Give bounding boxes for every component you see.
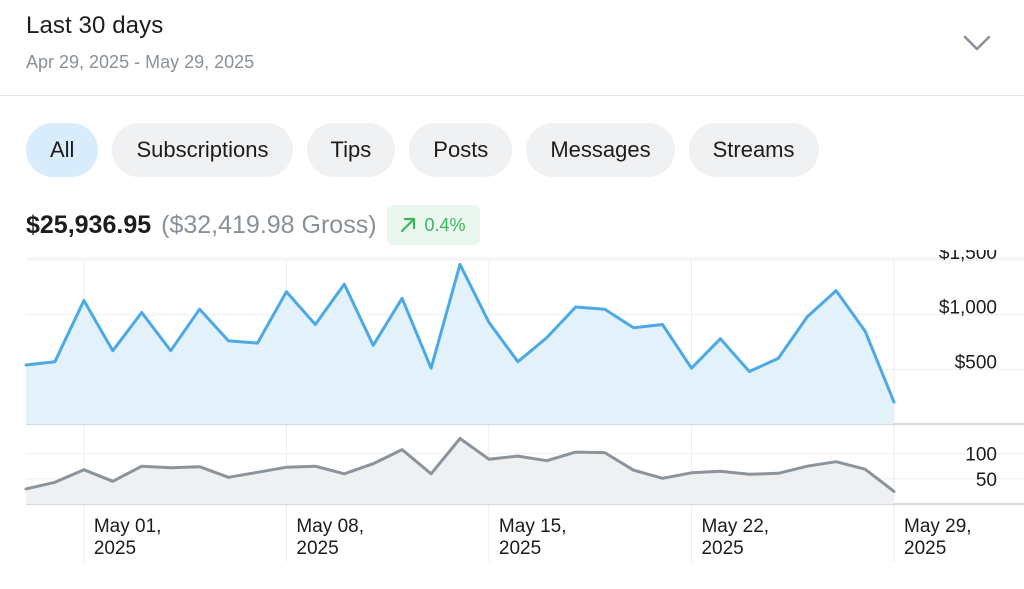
x-tick-label: May 15, xyxy=(499,516,567,537)
filter-chip-streams[interactable]: Streams xyxy=(688,123,819,177)
filter-chip-posts[interactable]: Posts xyxy=(409,123,513,177)
count-area xyxy=(26,438,894,504)
x-tick-label: 2025 xyxy=(296,538,338,559)
earnings-area xyxy=(26,264,894,424)
earnings-summary: $25,936.95 ($32,419.98 Gross) 0.4% xyxy=(26,205,480,245)
gross-total: ($32,419.98 Gross) xyxy=(161,210,377,239)
change-value: 0.4% xyxy=(424,214,466,235)
x-tick-label: 2025 xyxy=(94,538,136,559)
y-tick-label: $1,000 xyxy=(939,298,997,319)
trend-up-arrow-icon xyxy=(400,217,415,233)
filter-chip-all[interactable]: All xyxy=(26,123,99,177)
net-total: $25,936.95 xyxy=(26,210,152,239)
x-tick-label: 2025 xyxy=(499,538,541,559)
x-tick-label: May 08, xyxy=(296,516,364,537)
change-badge: 0.4% xyxy=(386,205,480,245)
y-tick-label: 50 xyxy=(976,470,997,491)
period-header[interactable]: Last 30 days Apr 29, 2025 - May 29, 2025 xyxy=(0,0,1024,96)
y-tick-label: 100 xyxy=(965,445,997,466)
period-title: Last 30 days xyxy=(26,12,164,39)
y-tick-label: $1,500 xyxy=(939,250,997,264)
filter-chip-subscriptions[interactable]: Subscriptions xyxy=(112,123,293,177)
date-range: Apr 29, 2025 - May 29, 2025 xyxy=(26,52,255,72)
filter-chip-messages[interactable]: Messages xyxy=(526,123,675,177)
x-tick-label: 2025 xyxy=(701,538,743,559)
x-tick-label: May 29, xyxy=(904,516,972,537)
x-tick-label: 2025 xyxy=(904,538,946,559)
filter-chip-tips[interactable]: Tips xyxy=(306,123,396,177)
y-tick-label: $500 xyxy=(955,352,997,373)
x-tick-label: May 01, xyxy=(94,516,162,537)
x-tick-label: May 22, xyxy=(701,516,769,537)
chevron-down-icon[interactable] xyxy=(962,32,992,54)
filter-chips: All Subscriptions Tips Posts Messages St… xyxy=(26,123,819,177)
